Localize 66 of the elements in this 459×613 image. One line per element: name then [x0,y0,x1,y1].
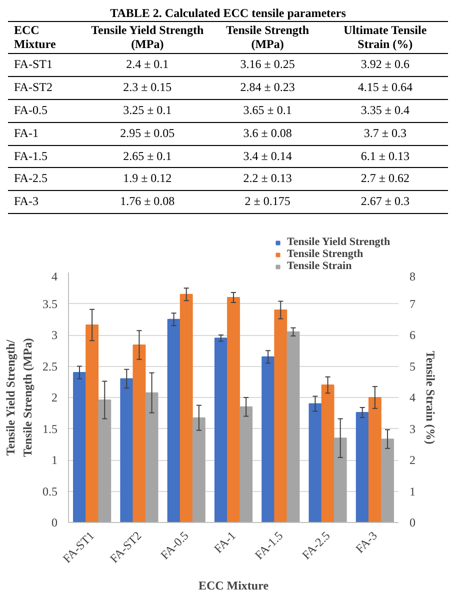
text: 4.15 ± 0.64 [356,79,414,96]
text: 3.6 ± 0.08 [242,124,293,142]
y-tick-label: 0.5 [42,484,58,498]
y-tick-label: 1 [52,453,58,467]
text: ECC Mixture [14,22,56,51]
y2-tick-label: 7 [410,296,416,311]
text: 2.7 ± 0.62 [360,170,410,188]
text: Tensile Strength (MPa) [20,338,34,457]
bar [214,338,228,522]
text: 1.9 ± 0.12 [122,170,173,188]
y2-tick-label: 0 [410,516,416,530]
text: TABLE 2. Calculated ECC tensile parameters [109,6,347,21]
y2-tick-label: 2 [410,453,416,467]
y-tick-label: 3.5 [42,296,58,311]
text: 2.95 ± 0.05 [119,124,176,142]
legend-label: Tensile Strain [287,260,352,272]
text: 3.4 ± 0.14 [242,148,293,165]
text: FA-2.5 [13,170,48,188]
text: ECC Mixture [198,578,270,593]
text: 2.67 ± 0.3 [360,193,410,210]
bar [308,403,322,522]
text: 3.65 ± 0.1 [242,102,293,119]
text: FA-ST1 [13,56,54,74]
y2-axis-title: Tensile Strain (%) [424,350,438,444]
text: FA-3 [13,193,40,210]
y2-tick-label: 1 [410,484,416,498]
text: Ultimate Tensile Strain (%) [342,22,428,53]
y-tick-label: 2 [52,390,58,404]
legend-label: Tensile Strength [287,248,364,260]
text: 2.84 ± 0.23 [239,79,296,96]
text: Tensile Yield Strength (MPa) [90,22,205,53]
y-tick-label: 1.5 [42,422,58,436]
text: Tensile Strength (MPa) [226,22,310,51]
text: 2 ± 0.175 [244,193,292,210]
legend-label: Tensile Yield Strength [287,236,390,248]
text: 6.1 ± 0.13 [360,148,410,165]
text: FA-1 [13,124,40,142]
text: 2.3 ± 0.15 [122,79,173,96]
y-tick-label: 2.5 [42,359,58,374]
text: 3.92 ± 0.6 [360,56,410,74]
y2-tick-label: 3 [410,422,416,436]
text: 3.25 ± 0.1 [122,102,173,119]
text: 2.65 ± 0.1 [122,148,173,165]
text: Tensile Yield Strength/ [4,340,18,456]
text: 1.76 ± 0.08 [119,193,176,210]
text: 3.35 ± 0.4 [360,102,410,119]
y2-tick-label: 4 [410,390,416,404]
y-tick-label: 0 [52,516,58,530]
y-tick-label: 4 [52,270,58,284]
y2-tick-label: 5 [410,359,416,374]
text: FA-1.5 [13,148,48,165]
text: FA-0.5 [13,102,48,119]
text: 2.4 ± 0.1 [125,56,170,74]
text: FA-ST2 [13,79,54,96]
text: 3.7 ± 0.3 [362,124,408,142]
text: 2.2 ± 0.13 [242,170,293,188]
bar [167,318,180,522]
y-tick-label: 3 [52,328,58,342]
text: 3.16 ± 0.25 [239,56,296,74]
y2-tick-label: 6 [410,328,416,342]
y2-tick-label: 8 [410,270,416,284]
bar [120,378,134,522]
bar [73,372,86,522]
bar [180,294,193,522]
bar [356,412,369,522]
bar [262,356,275,522]
